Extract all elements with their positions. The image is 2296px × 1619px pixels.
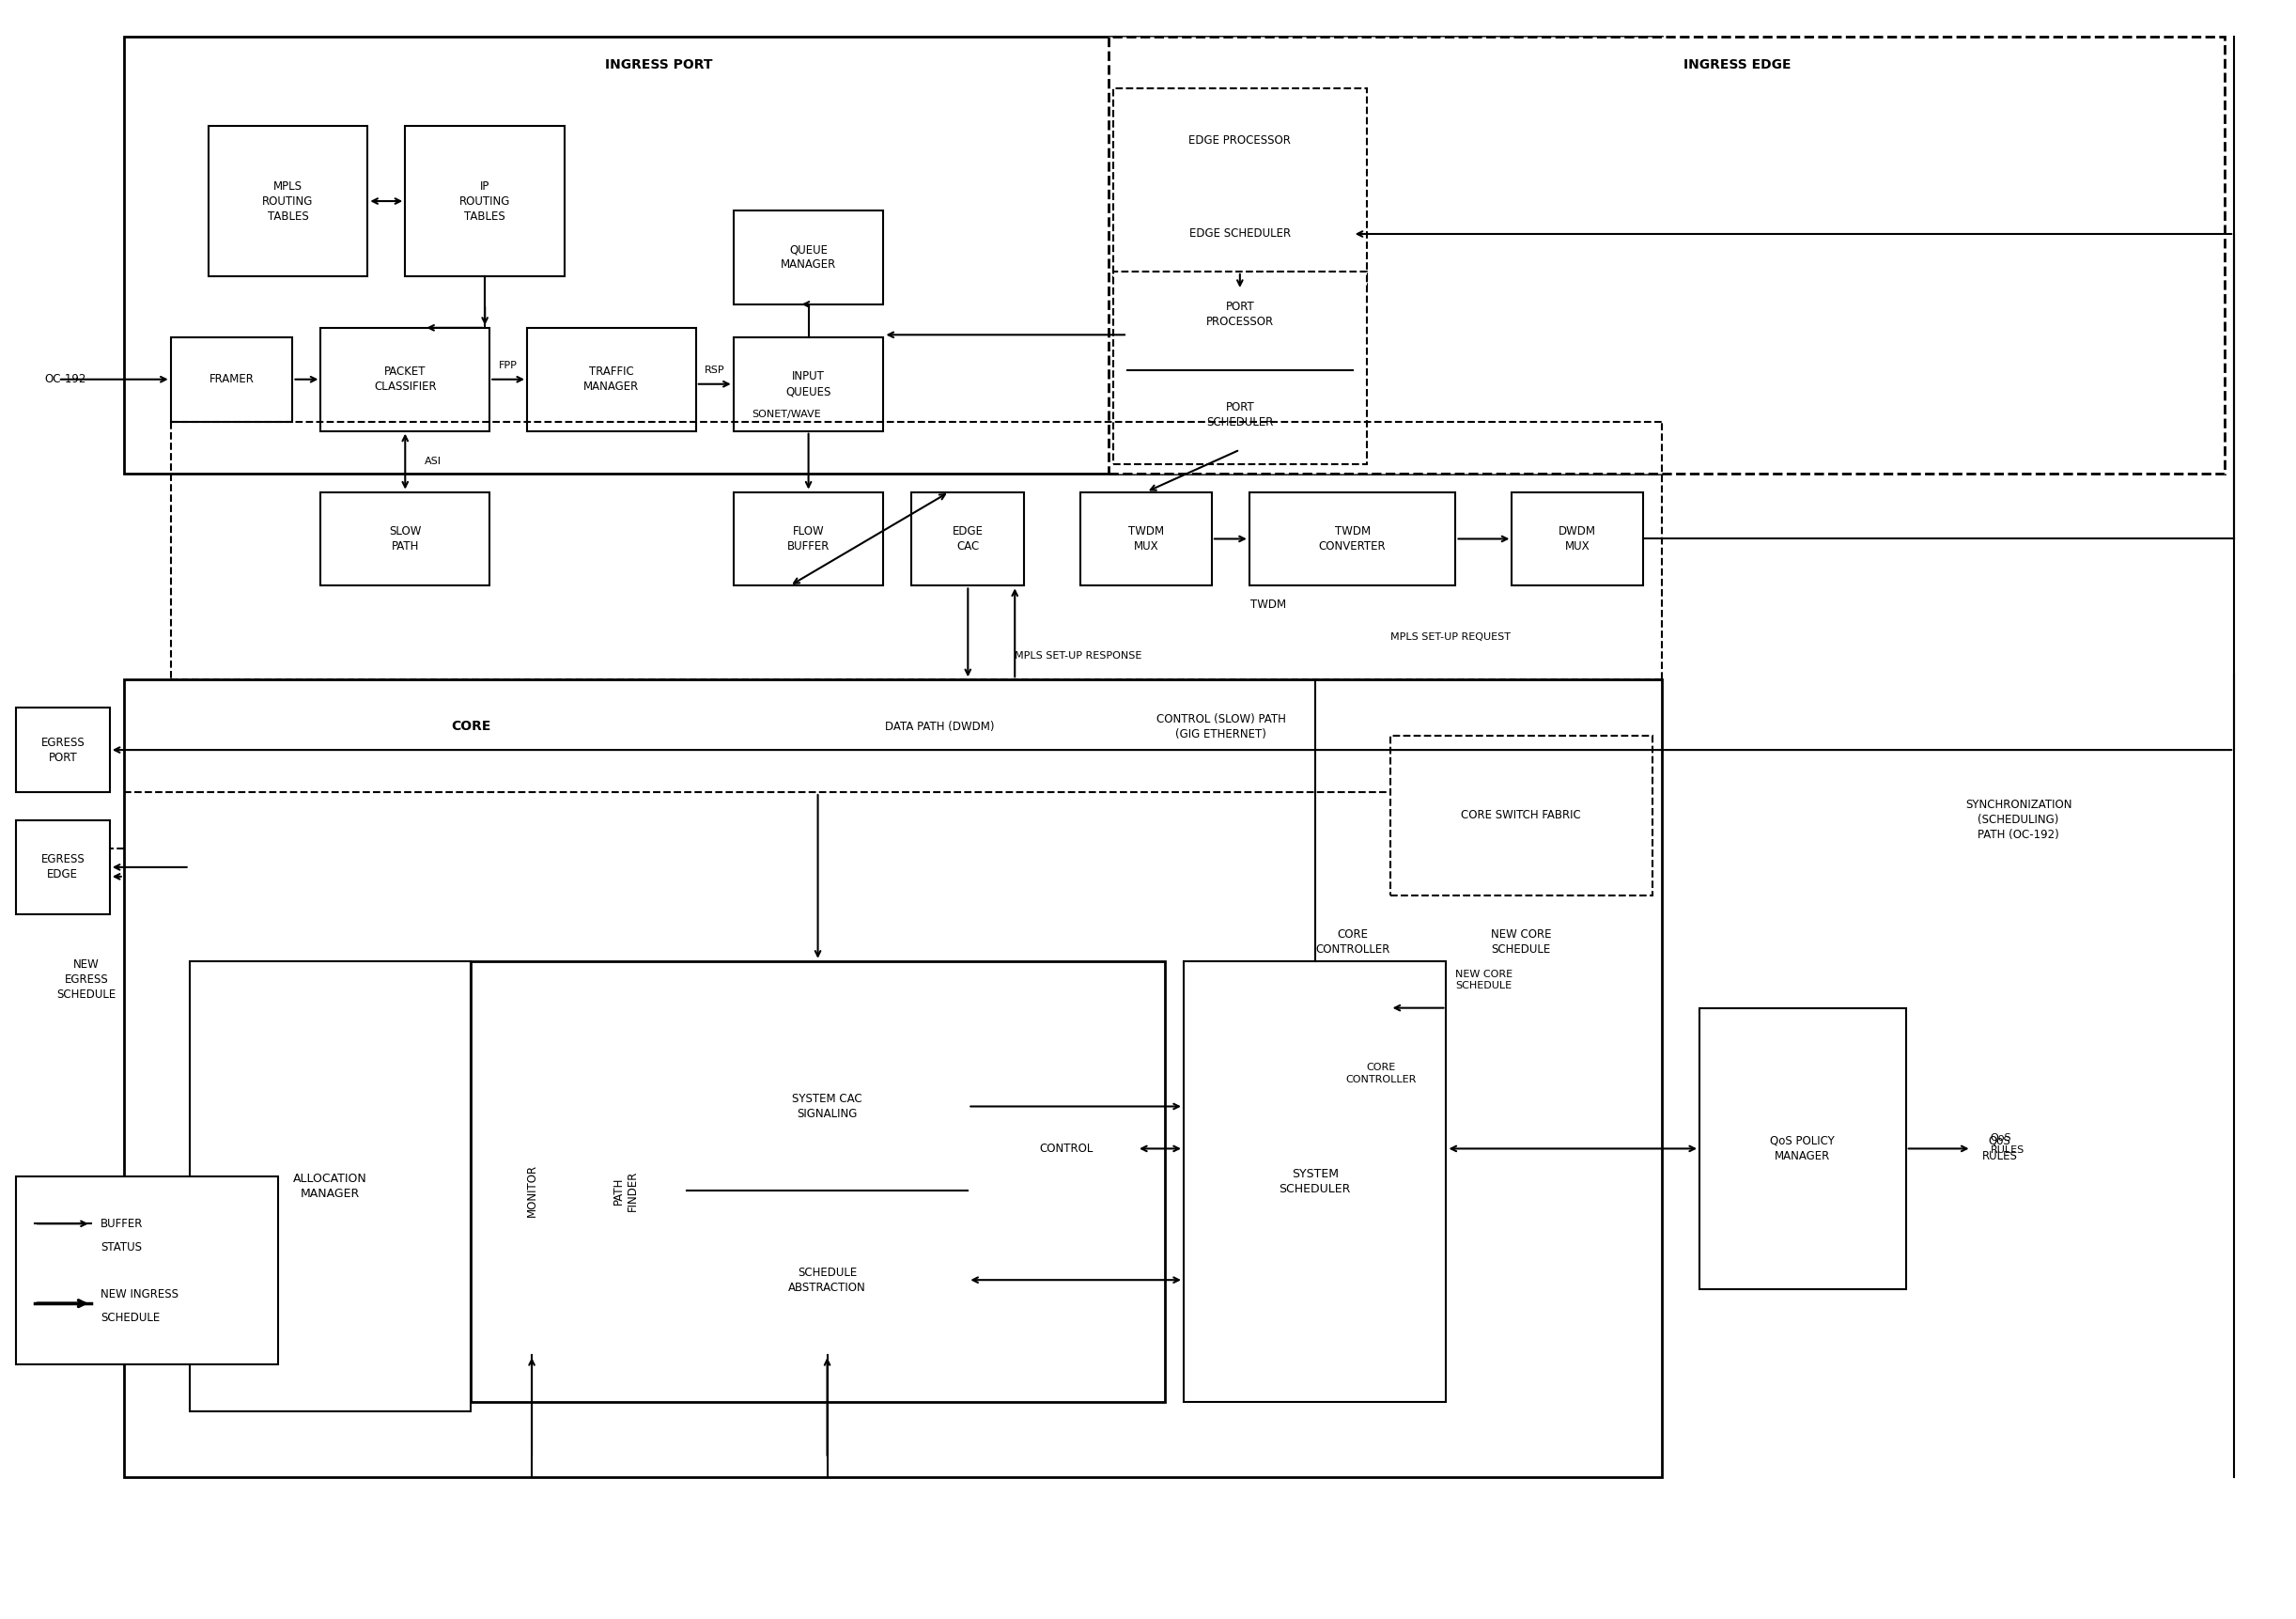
FancyBboxPatch shape — [528, 327, 696, 431]
FancyBboxPatch shape — [16, 821, 110, 915]
Text: QUEUE
MANAGER: QUEUE MANAGER — [781, 244, 836, 270]
Text: DWDM
MUX: DWDM MUX — [1559, 525, 1596, 552]
Text: SYNCHRONIZATION
(SCHEDULING)
PATH (OC-192): SYNCHRONIZATION (SCHEDULING) PATH (OC-19… — [1965, 800, 2071, 842]
FancyBboxPatch shape — [1114, 272, 1366, 463]
FancyBboxPatch shape — [124, 680, 1662, 1477]
FancyBboxPatch shape — [1699, 1009, 1906, 1289]
Text: NEW CORE
SCHEDULE: NEW CORE SCHEDULE — [1456, 970, 1513, 991]
FancyBboxPatch shape — [687, 1022, 969, 1192]
Text: NEW CORE
SCHEDULE: NEW CORE SCHEDULE — [1490, 929, 1552, 955]
Text: NEW INGRESS: NEW INGRESS — [101, 1289, 179, 1300]
Text: MONITOR: MONITOR — [526, 1164, 537, 1217]
FancyBboxPatch shape — [404, 126, 565, 277]
FancyBboxPatch shape — [124, 37, 1662, 473]
Text: INGRESS EDGE: INGRESS EDGE — [1683, 58, 1791, 71]
Text: SLOW
PATH: SLOW PATH — [388, 525, 420, 552]
FancyBboxPatch shape — [1114, 89, 1366, 285]
Text: TWDM: TWDM — [1249, 599, 1286, 610]
Text: CORE
CONTROLLER: CORE CONTROLLER — [1316, 929, 1389, 955]
FancyBboxPatch shape — [1127, 196, 1352, 272]
Text: MPLS
ROUTING
TABLES: MPLS ROUTING TABLES — [262, 180, 315, 222]
Text: CORE SWITCH FABRIC: CORE SWITCH FABRIC — [1460, 810, 1582, 822]
Text: INGRESS PORT: INGRESS PORT — [604, 58, 712, 71]
Text: CONTROL: CONTROL — [1040, 1143, 1093, 1154]
Text: SONET/WAVE: SONET/WAVE — [753, 410, 822, 419]
FancyBboxPatch shape — [1249, 492, 1456, 586]
FancyBboxPatch shape — [1389, 737, 1653, 895]
FancyBboxPatch shape — [321, 327, 489, 431]
Text: PORT
PROCESSOR: PORT PROCESSOR — [1205, 301, 1274, 327]
FancyBboxPatch shape — [191, 962, 471, 1412]
Text: INPUT
QUEUES: INPUT QUEUES — [785, 371, 831, 398]
Text: QoS
RULES: QoS RULES — [1991, 1133, 2025, 1154]
FancyBboxPatch shape — [1127, 290, 1352, 371]
FancyBboxPatch shape — [1081, 492, 1212, 586]
FancyBboxPatch shape — [1127, 379, 1352, 450]
Text: SYSTEM
SCHEDULER: SYSTEM SCHEDULER — [1279, 1167, 1350, 1195]
FancyBboxPatch shape — [209, 126, 367, 277]
Text: SYSTEM CAC
SIGNALING: SYSTEM CAC SIGNALING — [792, 1093, 863, 1120]
Text: OC-192: OC-192 — [44, 374, 85, 385]
FancyBboxPatch shape — [1127, 102, 1352, 178]
Text: TWDM
MUX: TWDM MUX — [1127, 525, 1164, 552]
FancyBboxPatch shape — [912, 492, 1024, 586]
FancyBboxPatch shape — [732, 492, 884, 586]
Text: IP
ROUTING
TABLES: IP ROUTING TABLES — [459, 180, 510, 222]
Text: STATUS: STATUS — [101, 1242, 142, 1253]
Text: CONTROL (SLOW) PATH
(GIG ETHERNET): CONTROL (SLOW) PATH (GIG ETHERNET) — [1157, 712, 1286, 740]
FancyBboxPatch shape — [1513, 492, 1644, 586]
Text: FRAMER: FRAMER — [209, 374, 255, 385]
FancyBboxPatch shape — [170, 337, 292, 421]
Text: EDGE PROCESSOR: EDGE PROCESSOR — [1189, 134, 1290, 146]
FancyBboxPatch shape — [1109, 37, 2225, 473]
Text: QoS
RULES: QoS RULES — [1981, 1135, 2018, 1162]
FancyBboxPatch shape — [321, 492, 489, 586]
Text: PORT
SCHEDULER: PORT SCHEDULER — [1205, 402, 1274, 427]
Text: RSP: RSP — [705, 366, 726, 374]
Text: BUFFER: BUFFER — [101, 1217, 142, 1230]
Text: SCHEDULE
ABSTRACTION: SCHEDULE ABSTRACTION — [788, 1266, 866, 1294]
Text: TWDM
CONVERTER: TWDM CONVERTER — [1318, 525, 1387, 552]
FancyBboxPatch shape — [732, 337, 884, 431]
Text: NEW
EGRESS
SCHEDULE: NEW EGRESS SCHEDULE — [57, 958, 117, 1001]
Text: FLOW
BUFFER: FLOW BUFFER — [788, 525, 829, 552]
Text: MPLS SET-UP REQUEST: MPLS SET-UP REQUEST — [1389, 633, 1511, 643]
Text: PACKET
CLASSIFIER: PACKET CLASSIFIER — [374, 366, 436, 393]
Text: EGRESS
PORT: EGRESS PORT — [41, 737, 85, 764]
Text: TRAFFIC
MANAGER: TRAFFIC MANAGER — [583, 366, 638, 393]
FancyBboxPatch shape — [471, 962, 1164, 1402]
FancyBboxPatch shape — [592, 1026, 659, 1355]
Text: CORE: CORE — [450, 720, 491, 733]
Text: DATA PATH (DWDM): DATA PATH (DWDM) — [884, 720, 994, 732]
Text: SCHEDULE: SCHEDULE — [101, 1311, 161, 1324]
Text: QoS POLICY
MANAGER: QoS POLICY MANAGER — [1770, 1135, 1835, 1162]
Text: PATH
FINDER: PATH FINDER — [613, 1171, 638, 1211]
Text: CORE
CONTROLLER: CORE CONTROLLER — [1345, 1064, 1417, 1085]
Text: ALLOCATION
MANAGER: ALLOCATION MANAGER — [294, 1172, 367, 1200]
Text: EDGE
CAC: EDGE CAC — [953, 525, 983, 552]
Text: ASI: ASI — [425, 457, 441, 466]
FancyBboxPatch shape — [687, 1205, 969, 1355]
Text: EGRESS
EDGE: EGRESS EDGE — [41, 853, 85, 881]
Text: EDGE SCHEDULER: EDGE SCHEDULER — [1189, 228, 1290, 240]
FancyBboxPatch shape — [1185, 962, 1446, 1402]
FancyBboxPatch shape — [996, 1009, 1137, 1289]
FancyBboxPatch shape — [16, 708, 110, 792]
Text: FPP: FPP — [498, 361, 517, 371]
FancyBboxPatch shape — [498, 1026, 565, 1355]
Text: MPLS SET-UP RESPONSE: MPLS SET-UP RESPONSE — [1015, 651, 1141, 661]
FancyBboxPatch shape — [732, 210, 884, 304]
FancyBboxPatch shape — [16, 1177, 278, 1365]
